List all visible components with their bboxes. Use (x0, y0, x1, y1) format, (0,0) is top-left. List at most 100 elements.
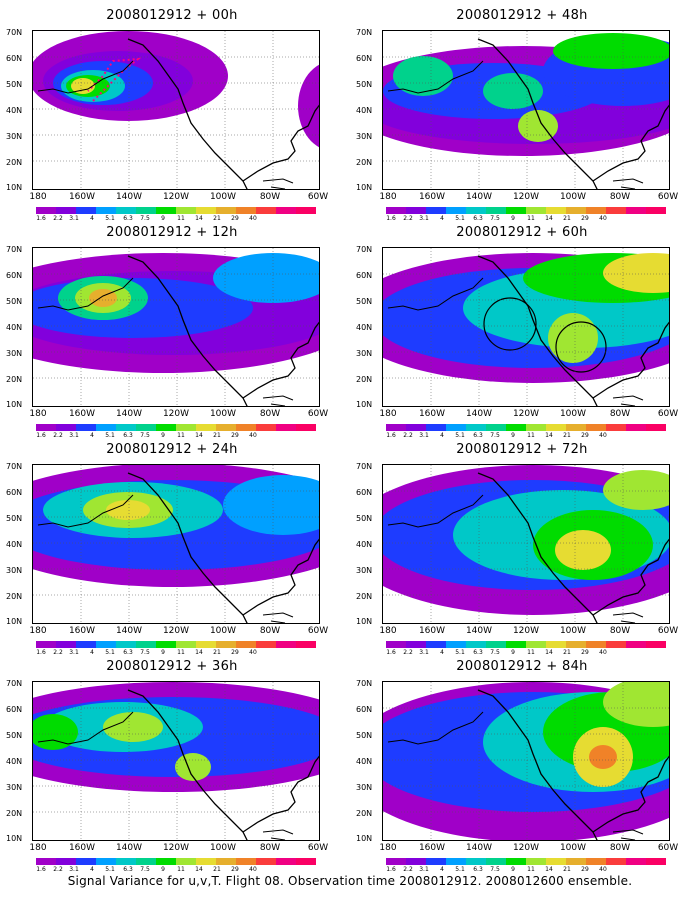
colorbar-swatch (56, 858, 76, 865)
colorbar-swatch (446, 424, 466, 431)
colorbar-swatch (406, 641, 426, 648)
colorbar-label: 6.3 (473, 866, 483, 873)
latitude-label: 30N (356, 349, 373, 358)
colorbar (386, 207, 666, 214)
colorbar-swatch (136, 641, 156, 648)
colorbar-label: 40 (249, 215, 257, 222)
colorbar-swatch (446, 207, 466, 214)
colorbar-swatch (526, 424, 546, 431)
colorbar-label: 11 (527, 649, 535, 656)
colorbar-label: 7.5 (140, 215, 150, 222)
colorbar-swatch (646, 207, 666, 214)
colorbar-label: 6.3 (123, 215, 133, 222)
colorbar-swatch (156, 641, 176, 648)
latitude-label: 20N (356, 592, 373, 601)
longitude-label: 120W (162, 626, 190, 636)
colorbar-swatch (236, 424, 256, 431)
coastline (387, 60, 484, 94)
latitude-label: 50N (6, 514, 23, 523)
colorbar-swatch (586, 424, 606, 431)
colorbar-swatch (176, 207, 196, 214)
variance-map (32, 247, 320, 407)
colorbar-swatch (526, 207, 546, 214)
colorbar-label: 3.1 (69, 432, 79, 439)
latitude-label: 20N (356, 809, 373, 818)
map-panel: 2008012912 + 60h 70N 60N 50N 40N 30N 20N 10N 180… (352, 221, 692, 441)
colorbar-label: 14 (545, 866, 553, 873)
colorbar-label: 4 (90, 649, 94, 656)
latitude-label: 70N (356, 679, 373, 688)
colorbar-swatch (486, 641, 506, 648)
colorbar-swatch (466, 424, 486, 431)
colorbar-swatch (236, 858, 256, 865)
latitude-label: 30N (356, 783, 373, 792)
latitude-label: 60N (6, 705, 23, 714)
colorbar-label: 21 (563, 649, 571, 656)
colorbar-swatch (276, 424, 296, 431)
colorbar-swatch (136, 424, 156, 431)
latitude-label: 40N (356, 540, 373, 549)
colorbar-swatch (526, 641, 546, 648)
colorbar-swatch (606, 207, 626, 214)
longitude-label: 180 (379, 843, 397, 853)
colorbar-label: 14 (545, 215, 553, 222)
coastline (477, 38, 598, 189)
colorbar-label: 6.3 (123, 432, 133, 439)
colorbar-swatch (566, 858, 586, 865)
colorbar-label: 21 (213, 432, 221, 439)
colorbar-label: 11 (177, 215, 185, 222)
colorbar-swatch (566, 207, 586, 214)
colorbar-swatch (386, 207, 406, 214)
latitude-label: 40N (356, 106, 373, 115)
latitude-label: 60N (6, 488, 23, 497)
latitude-label: 10N (356, 834, 373, 843)
colorbar-swatch (466, 858, 486, 865)
coastline (592, 755, 669, 833)
colorbar-label: 6.3 (123, 649, 133, 656)
colorbar (386, 641, 666, 648)
latitude-label: 10N (6, 617, 23, 626)
colorbar-label: 29 (581, 215, 589, 222)
longitude-label: 60W (307, 626, 329, 636)
latitude-label: 10N (6, 400, 23, 409)
colorbar-label: 4 (90, 432, 94, 439)
variance-contour (603, 470, 669, 510)
colorbar-label: 3.1 (69, 649, 79, 656)
colorbar-label: 7.5 (140, 649, 150, 656)
coastline (242, 538, 319, 616)
colorbar-swatch (196, 641, 216, 648)
longitude-label: 60W (657, 626, 679, 636)
coastline (37, 494, 134, 528)
longitude-label: 100W (209, 409, 237, 419)
longitude-label: 60W (307, 192, 329, 202)
colorbar-swatch (586, 207, 606, 214)
colorbar-swatch (386, 858, 406, 865)
colorbar-swatch (506, 858, 526, 865)
panel-title: 2008012912 + 72h (456, 442, 588, 457)
variance-map (32, 681, 320, 841)
longitude-label: 60W (307, 843, 329, 853)
colorbar-label: 2.2 (53, 866, 63, 873)
longitude-label: 180 (379, 409, 397, 419)
latitude-label: 70N (356, 245, 373, 254)
latitude-label: 40N (6, 323, 23, 332)
coastline (242, 321, 319, 399)
longitude-label: 160W (418, 409, 446, 419)
colorbar (386, 858, 666, 865)
colorbar-swatch (406, 424, 426, 431)
longitude-label: 140W (465, 192, 493, 202)
colorbar-label: 11 (527, 432, 535, 439)
colorbar-swatch (566, 424, 586, 431)
colorbar-swatch (256, 641, 276, 648)
colorbar-label: 5.1 (105, 649, 115, 656)
colorbar-label: 11 (177, 432, 185, 439)
variance-map (382, 30, 670, 190)
colorbar (36, 207, 316, 214)
coastline (612, 612, 644, 623)
colorbar-label: 29 (231, 215, 239, 222)
colorbar-label: 40 (599, 215, 607, 222)
colorbar-label: 5.1 (455, 432, 465, 439)
longitude-label: 160W (418, 192, 446, 202)
latitude-label: 20N (356, 158, 373, 167)
colorbar-swatch (256, 424, 276, 431)
